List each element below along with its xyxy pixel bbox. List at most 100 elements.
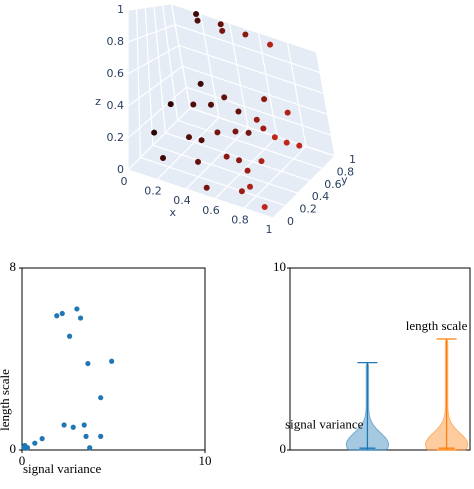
x-tick-label: 0 (121, 175, 128, 188)
point (81, 422, 87, 428)
grid-line (127, 169, 274, 219)
y-tick-label: 10 (273, 259, 286, 274)
point (39, 436, 45, 442)
point-3d (219, 27, 226, 34)
back-wall-x (128, 3, 190, 170)
y-tick-label: 1 (349, 153, 356, 166)
point (32, 440, 38, 446)
point-3d (296, 142, 303, 149)
grid-line (228, 22, 249, 128)
y-tick-label: 0.4 (312, 190, 330, 203)
y-axis-title: y (341, 174, 348, 187)
point-3d (160, 154, 167, 161)
point-3d (283, 139, 290, 146)
grid-line (286, 42, 307, 147)
point (77, 315, 84, 321)
grid-line (127, 65, 183, 107)
point-3d (247, 183, 254, 190)
point (54, 313, 60, 319)
point-3d (185, 134, 192, 141)
grid-line (127, 86, 187, 139)
point-3d (223, 153, 230, 160)
z-tick-label: 0.6 (107, 67, 125, 80)
violin-label: signal variance (285, 417, 364, 432)
x-tick-label: 0.4 (173, 194, 191, 207)
grid-line (152, 144, 298, 194)
scatter-frame (21, 267, 206, 451)
point (70, 424, 76, 430)
y-tick-label: 8 (10, 259, 17, 274)
point-3d (261, 96, 268, 103)
x-axis-title: x (169, 206, 176, 219)
grid-line (177, 119, 323, 169)
grid-line (174, 24, 321, 74)
z-tick-label: 0.4 (107, 99, 125, 112)
point (59, 310, 65, 317)
y-tick-label: 0.8 (337, 165, 355, 178)
point-3d (197, 80, 204, 87)
point-3d (195, 158, 202, 165)
point-3d (217, 21, 224, 28)
point-3d (253, 116, 260, 123)
grid-line (170, 3, 191, 109)
point-3d (260, 125, 267, 132)
point-3d (214, 129, 221, 136)
point-3d (236, 157, 243, 164)
grid-line (243, 145, 307, 209)
point (98, 433, 104, 439)
point-3d (167, 101, 174, 108)
y-axis-title: length scale (0, 369, 12, 431)
grid-line (199, 13, 220, 118)
point-3d (242, 31, 249, 38)
grid-line (186, 86, 332, 136)
x-tick-label: 0.6 (202, 204, 220, 217)
point (85, 360, 91, 367)
grid-line (127, 44, 180, 75)
point-3d (198, 137, 205, 144)
x-tick-label: 0.2 (144, 185, 162, 198)
grid-line (272, 155, 336, 219)
x-axis-title: signal variance (23, 461, 102, 476)
grid-line (140, 157, 286, 207)
point-3d (244, 167, 251, 174)
grid-line (144, 7, 154, 146)
x-tick-label: 0.8 (231, 213, 249, 226)
point-3d (151, 129, 158, 136)
point (83, 433, 89, 439)
y-tick-label: 0 (287, 215, 294, 228)
point (66, 333, 73, 339)
point-3d (194, 17, 201, 24)
point-3d (267, 41, 274, 48)
point (87, 445, 93, 451)
violin-label: length scale (406, 318, 468, 333)
point-3d (193, 11, 200, 18)
grid-line (136, 8, 141, 158)
y-tick-label: 0.2 (299, 203, 317, 216)
grid-line (153, 6, 166, 133)
point-3d (221, 94, 228, 101)
point-3d (207, 101, 214, 108)
point (61, 422, 67, 428)
back-wall-y (171, 3, 335, 156)
y-tick-label: 0.6 (324, 178, 342, 191)
z-axis-title: z (95, 95, 101, 108)
grid-line (127, 3, 172, 11)
plot-3d: 00.20.40.60.8100.20.40.60.8100.20.40.60.… (95, 3, 356, 236)
z-tick-label: 1 (117, 3, 124, 16)
grid-line (185, 126, 249, 190)
point-3d (245, 129, 252, 136)
grid-line (178, 44, 325, 95)
grid-line (214, 136, 278, 200)
grid-line (156, 117, 220, 181)
floor-panel (128, 108, 335, 218)
x-tick-label: 0 (19, 453, 26, 468)
grid-line (162, 4, 179, 121)
point-3d (238, 188, 245, 195)
point (74, 306, 80, 312)
y-tick-label: 0 (10, 441, 17, 456)
point-3d (232, 128, 239, 135)
point-3d (258, 158, 265, 165)
point (109, 358, 115, 364)
